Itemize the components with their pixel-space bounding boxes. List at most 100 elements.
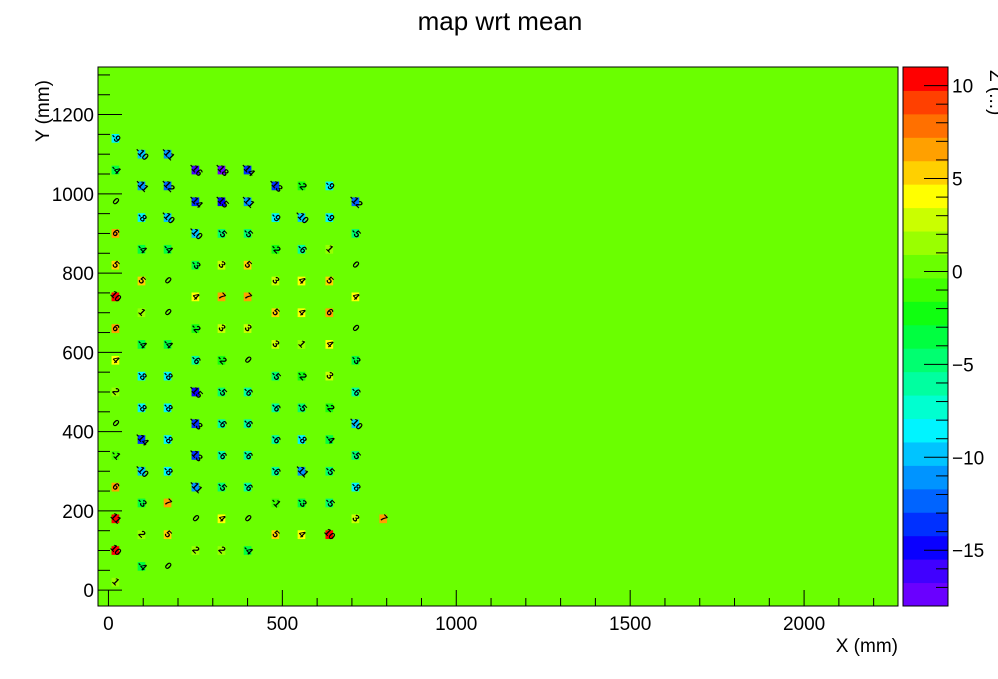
heatmap-cell: 0 xyxy=(162,307,174,319)
heatmap-cell: -6 xyxy=(241,417,255,431)
z-tick-label: 10 xyxy=(952,77,973,98)
heatmap-cell: 4 xyxy=(296,307,308,319)
cell-rect xyxy=(243,546,252,555)
cell-rect xyxy=(217,355,226,365)
cell-rect xyxy=(217,419,226,429)
heatmap-cell: 4 xyxy=(350,291,362,303)
x-tick-label: 2000 xyxy=(783,614,825,635)
heatmap-cell: 3 xyxy=(242,323,254,335)
cell-rect xyxy=(163,181,172,191)
y-tick-label: 400 xyxy=(62,423,94,444)
heatmap-cell: -1 xyxy=(108,448,122,462)
cell-rect xyxy=(325,435,334,444)
heatmap-cell: -4 xyxy=(241,543,255,557)
heatmap-cell: -6 xyxy=(241,448,255,462)
x-axis-label: X (mm) xyxy=(836,636,898,657)
heatmap-cell: 3 xyxy=(270,275,282,287)
cell-rect xyxy=(325,181,334,191)
cell-rect xyxy=(191,165,200,175)
cell-rect xyxy=(271,466,280,476)
palette-band xyxy=(903,277,948,302)
palette-band xyxy=(903,67,948,91)
heatmap-cell: -6 xyxy=(214,417,228,431)
cell-rect xyxy=(297,276,306,286)
cell-rect xyxy=(137,562,146,571)
heatmap-cell: 5 xyxy=(162,529,174,541)
cell-rect xyxy=(217,292,226,302)
cell-rect xyxy=(271,181,280,191)
z-tick-label: −10 xyxy=(952,448,984,469)
cell-rect xyxy=(111,229,120,238)
heatmap-cell: -4 xyxy=(134,242,148,256)
heatmap-cell: -8 xyxy=(161,369,175,383)
heatmap-cell: 2 xyxy=(216,545,228,557)
plot-area xyxy=(98,67,898,606)
y-tick-label: 1000 xyxy=(52,185,94,206)
cell-rect xyxy=(191,229,200,238)
heatmap-cell: 6 xyxy=(110,481,122,493)
heatmap-cell: 0 xyxy=(110,418,122,430)
cell-rect xyxy=(217,451,226,460)
cell-rect xyxy=(111,451,120,460)
heatmap-cell: -9 xyxy=(268,211,282,225)
cell-rect xyxy=(217,514,226,524)
heatmap-cell: 5 xyxy=(270,307,282,319)
cell-rect xyxy=(297,498,306,508)
cell-rect xyxy=(351,451,360,460)
heatmap-cell: 0 xyxy=(242,513,254,525)
plot-background xyxy=(98,67,898,606)
heatmap-cell: 4 xyxy=(296,529,308,541)
cell-rect xyxy=(137,403,146,413)
y-tick-label: 1200 xyxy=(52,106,94,127)
heatmap-cell: -5 xyxy=(322,496,336,510)
cell-rect xyxy=(111,355,120,365)
heatmap-cell: 4 xyxy=(190,291,202,303)
z-tick-label: 5 xyxy=(952,170,963,191)
z-tick-label: −15 xyxy=(952,541,984,562)
cell-rect xyxy=(111,482,120,492)
heatmap-cell: 7 xyxy=(242,291,254,303)
heatmap-cell: 3 xyxy=(216,259,228,271)
y-tick-label: 200 xyxy=(62,502,94,523)
cell-rect xyxy=(379,514,388,524)
plot-frame xyxy=(97,66,899,607)
cell-rect xyxy=(191,292,200,302)
cell-rect xyxy=(137,244,146,254)
heatmap-cell: -3 xyxy=(294,496,308,510)
cell-rect xyxy=(191,514,200,524)
cell-rect xyxy=(191,355,200,365)
cell-rect xyxy=(191,324,200,333)
cell-rect xyxy=(163,276,172,286)
cell-rect xyxy=(297,371,306,381)
heatmap-cell: 2 xyxy=(110,386,122,398)
heatmap-cell: 6 xyxy=(110,323,122,335)
heatmap-cell: -4 xyxy=(322,432,336,446)
cell-rect xyxy=(351,324,360,333)
cell-rect xyxy=(163,371,172,381)
heatmap-cell: -6 xyxy=(268,401,282,415)
cell-rect xyxy=(297,181,306,191)
z-axis-label: Z (...) xyxy=(985,70,998,115)
cell-rect xyxy=(217,387,226,397)
cell-rect xyxy=(163,403,172,413)
heatmap-cell: -2 xyxy=(268,242,282,256)
cell-rect xyxy=(271,244,280,254)
heatmap-cell: -2 xyxy=(214,353,228,367)
cell-rect xyxy=(191,451,200,460)
palette-band xyxy=(903,582,948,607)
heatmap-cell: -4 xyxy=(134,337,148,351)
palette-band xyxy=(903,184,948,209)
heatmap-cell: 3 xyxy=(270,339,282,351)
heatmap-cell: -6 xyxy=(268,464,282,478)
heatmap-cell: -6 xyxy=(188,353,202,367)
cell-rect xyxy=(217,546,226,555)
cell-rect xyxy=(351,292,360,302)
heatmap-cell: -2 xyxy=(188,322,202,336)
cell-rect xyxy=(217,229,226,238)
cell-rect xyxy=(325,244,334,254)
cell-rect xyxy=(325,276,334,286)
x-tick-label: 500 xyxy=(266,614,298,635)
cell-rect xyxy=(243,324,252,333)
